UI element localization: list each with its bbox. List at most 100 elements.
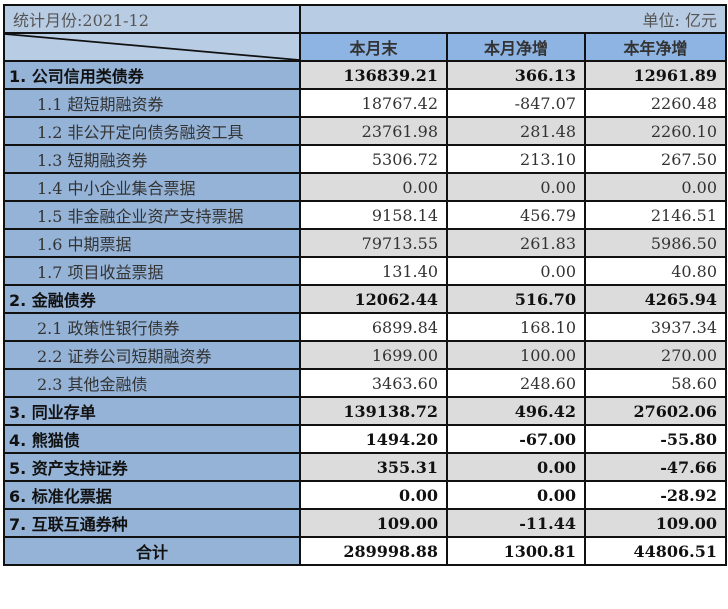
table-row: 1.6 中期票据 79713.55 261.83 5986.50 xyxy=(3,228,727,258)
row-label: 4. 熊猫债 xyxy=(3,424,301,454)
unit-label: 单位: 亿元 xyxy=(299,4,727,34)
row-label: 3. 同业存单 xyxy=(3,396,301,426)
table-row: 1.2 非公开定向债务融资工具 23761.98 281.48 2260.10 xyxy=(3,116,727,146)
table-row: 7. 互联互通券种 109.00 -11.44 109.00 xyxy=(3,508,727,538)
row-label: 1.6 中期票据 xyxy=(3,228,301,258)
row-label: 1.4 中小企业集合票据 xyxy=(3,172,301,202)
cell-month-net: -67.00 xyxy=(446,424,586,454)
cell-year-net: 270.00 xyxy=(584,340,727,370)
cell-year-net: 2260.48 xyxy=(584,88,727,118)
diagonal-line-icon xyxy=(6,35,298,59)
cell-month-net: -11.44 xyxy=(446,508,586,538)
period-label: 统计月份:2021-12 xyxy=(3,4,301,34)
cell-month-net: 0.00 xyxy=(446,172,586,202)
cell-year-net: 5986.50 xyxy=(584,228,727,258)
total-label: 合计 xyxy=(3,536,301,566)
row-label: 7. 互联互通券种 xyxy=(3,508,301,538)
row-label: 6. 标准化票据 xyxy=(3,480,301,510)
cell-year-net: -28.92 xyxy=(584,480,727,510)
cell-month-end: 23761.98 xyxy=(299,116,448,146)
cell-month-net: 168.10 xyxy=(446,312,586,342)
cell-month-end: 355.31 xyxy=(299,452,448,482)
cell-month-net: 213.10 xyxy=(446,144,586,174)
cell-year-net: 12961.89 xyxy=(584,60,727,90)
table-row: 3. 同业存单 139138.72 496.42 27602.06 xyxy=(3,396,727,426)
cell-year-net: 267.50 xyxy=(584,144,727,174)
row-label: 2.1 政策性银行债券 xyxy=(3,312,301,342)
column-header-year-net: 本年净增 xyxy=(584,32,727,62)
cell-month-end: 1494.20 xyxy=(299,424,448,454)
cell-month-end: 0.00 xyxy=(299,480,448,510)
table-row: 1.1 超短期融资券 18767.42 -847.07 2260.48 xyxy=(3,88,727,118)
table-row: 5. 资产支持证券 355.31 0.00 -47.66 xyxy=(3,452,727,482)
row-label: 5. 资产支持证券 xyxy=(3,452,301,482)
cell-month-net: -847.07 xyxy=(446,88,586,118)
total-month-end: 289998.88 xyxy=(299,536,448,566)
row-label: 1.7 项目收益票据 xyxy=(3,256,301,286)
cell-month-net: 281.48 xyxy=(446,116,586,146)
cell-month-net: 248.60 xyxy=(446,368,586,398)
cell-month-end: 6899.84 xyxy=(299,312,448,342)
table-row: 2.3 其他金融债 3463.60 248.60 58.60 xyxy=(3,368,727,398)
cell-year-net: 2260.10 xyxy=(584,116,727,146)
total-month-net: 1300.81 xyxy=(446,536,586,566)
cell-month-end: 131.40 xyxy=(299,256,448,286)
cell-month-net: 366.13 xyxy=(446,60,586,90)
cell-year-net: 109.00 xyxy=(584,508,727,538)
row-label: 1.1 超短期融资券 xyxy=(3,88,301,118)
column-header-row: 本月末 本月净增 本年净增 xyxy=(3,32,727,62)
table-row: 2.2 证券公司短期融资券 1699.00 100.00 270.00 xyxy=(3,340,727,370)
cell-month-end: 109.00 xyxy=(299,508,448,538)
cell-month-net: 261.83 xyxy=(446,228,586,258)
table-row: 4. 熊猫债 1494.20 -67.00 -55.80 xyxy=(3,424,727,454)
column-header-month-net: 本月净增 xyxy=(446,32,586,62)
diagonal-header-cell xyxy=(3,32,301,62)
cell-month-net: 496.42 xyxy=(446,396,586,426)
cell-year-net: 58.60 xyxy=(584,368,727,398)
table-row: 1.3 短期融资券 5306.72 213.10 267.50 xyxy=(3,144,727,174)
row-label: 2.2 证券公司短期融资券 xyxy=(3,340,301,370)
table-row: 1.4 中小企业集合票据 0.00 0.00 0.00 xyxy=(3,172,727,202)
cell-year-net: -55.80 xyxy=(584,424,727,454)
table-body: 1. 公司信用类债券 136839.21 366.13 12961.89 1.1 超短期… xyxy=(3,60,727,538)
cell-month-end: 18767.42 xyxy=(299,88,448,118)
table-row: 6. 标准化票据 0.00 0.00 -28.92 xyxy=(3,480,727,510)
total-year-net: 44806.51 xyxy=(584,536,727,566)
cell-month-net: 0.00 xyxy=(446,480,586,510)
title-row: 统计月份:2021-12 单位: 亿元 xyxy=(3,4,727,34)
row-label: 2.3 其他金融债 xyxy=(3,368,301,398)
cell-month-end: 0.00 xyxy=(299,172,448,202)
table-row: 1.5 非金融企业资产支持票据 9158.14 456.79 2146.51 xyxy=(3,200,727,230)
cell-month-net: 456.79 xyxy=(446,200,586,230)
row-label: 1.3 短期融资券 xyxy=(3,144,301,174)
cell-year-net: 0.00 xyxy=(584,172,727,202)
row-label: 1.5 非金融企业资产支持票据 xyxy=(3,200,301,230)
cell-year-net: -47.66 xyxy=(584,452,727,482)
cell-month-net: 516.70 xyxy=(446,284,586,314)
cell-month-end: 12062.44 xyxy=(299,284,448,314)
cell-month-net: 100.00 xyxy=(446,340,586,370)
cell-month-net: 0.00 xyxy=(446,256,586,286)
row-label: 2. 金融债券 xyxy=(3,284,301,314)
row-label: 1. 公司信用类债券 xyxy=(3,60,301,90)
cell-year-net: 2146.51 xyxy=(584,200,727,230)
total-row: 合计 289998.88 1300.81 44806.51 xyxy=(3,536,727,566)
table-row: 1.7 项目收益票据 131.40 0.00 40.80 xyxy=(3,256,727,286)
table-row: 2. 金融债券 12062.44 516.70 4265.94 xyxy=(3,284,727,314)
cell-month-end: 139138.72 xyxy=(299,396,448,426)
cell-month-end: 3463.60 xyxy=(299,368,448,398)
cell-year-net: 40.80 xyxy=(584,256,727,286)
column-header-month-end: 本月末 xyxy=(299,32,448,62)
table-row: 2.1 政策性银行债券 6899.84 168.10 3937.34 xyxy=(3,312,727,342)
cell-year-net: 3937.34 xyxy=(584,312,727,342)
cell-month-end: 5306.72 xyxy=(299,144,448,174)
bond-statistics-table: 统计月份:2021-12 单位: 亿元 本月末 本月净增 本年净增 1. 公司信… xyxy=(3,4,727,566)
table-row: 1. 公司信用类债券 136839.21 366.13 12961.89 xyxy=(3,60,727,90)
cell-year-net: 4265.94 xyxy=(584,284,727,314)
cell-month-net: 0.00 xyxy=(446,452,586,482)
cell-month-end: 79713.55 xyxy=(299,228,448,258)
cell-month-end: 136839.21 xyxy=(299,60,448,90)
row-label: 1.2 非公开定向债务融资工具 xyxy=(3,116,301,146)
cell-month-end: 9158.14 xyxy=(299,200,448,230)
cell-year-net: 27602.06 xyxy=(584,396,727,426)
